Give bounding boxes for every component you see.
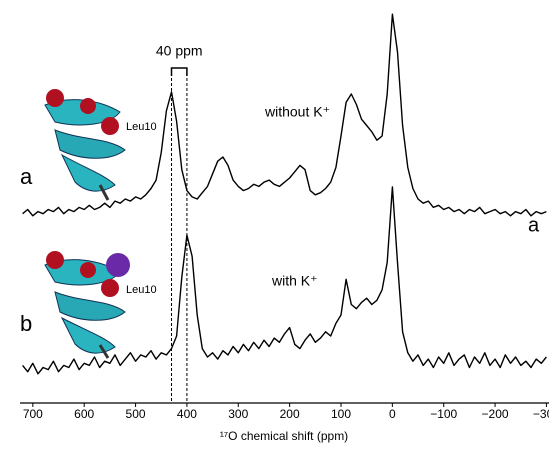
x-tick-label: −200 (482, 407, 509, 421)
helix-b (44, 251, 130, 359)
x-tick-label: 100 (331, 407, 351, 421)
x-tick-label: 300 (228, 407, 248, 421)
series-name: without K⁺ (264, 104, 330, 120)
x-tick-label: 700 (23, 407, 43, 421)
series-label: a (20, 164, 33, 189)
bracket-label: 40 ppm (156, 43, 203, 59)
x-tick-label: 400 (177, 407, 197, 421)
x-tick-label: 0 (389, 407, 396, 421)
x-tick-label: 500 (126, 407, 146, 421)
stray-note: a (528, 214, 540, 236)
x-tick-label: 200 (280, 407, 300, 421)
spectrum-line (22, 13, 547, 217)
series-label: b (20, 311, 32, 336)
series-name: with K⁺ (271, 273, 318, 289)
residue-label: Leu10 (126, 121, 157, 133)
x-tick-label: −300 (533, 407, 549, 421)
x-axis-title: ¹⁷O chemical shift (ppm) (220, 429, 348, 443)
spectrum-line (22, 186, 547, 375)
x-tick-label: −100 (430, 407, 457, 421)
residue-label: Leu10 (126, 284, 157, 296)
helix-a (44, 89, 126, 201)
bracket (170, 67, 188, 76)
x-tick-label: 600 (74, 407, 94, 421)
